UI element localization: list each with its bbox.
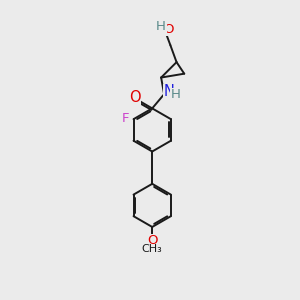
Text: H: H [171,88,181,101]
Text: O: O [147,234,158,247]
Text: O: O [163,22,173,35]
Text: H: H [156,20,166,33]
Text: CH₃: CH₃ [142,244,163,254]
Text: F: F [121,112,129,125]
Text: O: O [129,90,140,105]
Text: N: N [163,84,174,99]
